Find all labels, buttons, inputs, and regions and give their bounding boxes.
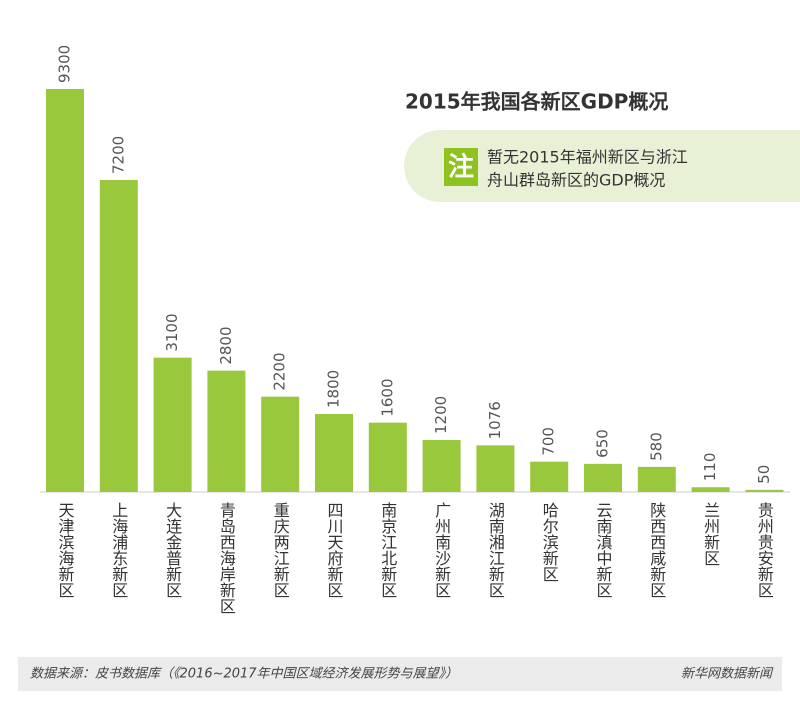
bar (46, 89, 84, 492)
note-badge: 注 (448, 152, 474, 183)
x-tick-label: 四川天府新区 (325, 502, 344, 598)
credit: 新华网数据新闻 (681, 667, 774, 682)
value-label: 650 (594, 429, 612, 458)
bar (315, 414, 353, 492)
chart-title: 2015年我国各新区GDP概况 (405, 90, 668, 114)
bar (207, 370, 246, 492)
x-tick-label: 湖南湘江新区 (486, 502, 505, 598)
footer-band (18, 657, 782, 691)
x-tick-label: 上海浦东新区 (109, 502, 128, 598)
x-tick-label: 广州南沙新区 (432, 502, 451, 598)
bar (530, 461, 569, 492)
value-label: 1200 (432, 396, 450, 434)
bar (153, 357, 192, 492)
x-tick-label: 大连金普新区 (163, 502, 182, 598)
note-box (404, 130, 800, 202)
note-badge-box (444, 148, 478, 186)
bar (584, 463, 622, 492)
note-text: 舟山群岛新区的GDP概况 (487, 171, 665, 190)
value-label: 700 (540, 427, 558, 456)
bar (745, 489, 784, 492)
x-tick-label: 云南滇中新区 (594, 502, 613, 598)
x-tick-label: 陕西西咸新区 (647, 502, 666, 598)
value-label: 110 (701, 453, 719, 482)
note-text: 暂无2015年福州新区与浙江 (487, 148, 688, 167)
bar (422, 440, 461, 492)
bar (691, 487, 730, 492)
value-label: 1076 (486, 401, 504, 439)
value-label: 1600 (378, 378, 396, 416)
x-tick-label: 贵州贵安新区 (755, 502, 774, 598)
x-tick-label: 哈尔滨新区 (540, 502, 559, 582)
source: 数据来源：皮书数据库（《2016~2017年中国区域经济发展形势与展望》） (30, 666, 458, 682)
bar (368, 422, 407, 492)
value-label: 7200 (109, 136, 127, 174)
value-label: 9300 (56, 45, 74, 83)
x-tick-label: 重庆两江新区 (271, 502, 290, 598)
value-label: 2800 (217, 326, 235, 364)
bar (261, 396, 300, 492)
bar (99, 180, 138, 492)
value-label: 50 (755, 465, 773, 484)
value-label: 1800 (325, 370, 343, 408)
x-tick-label: 青岛西海岸新区 (217, 502, 236, 614)
value-label: 2200 (271, 352, 289, 390)
value-label: 3100 (163, 313, 181, 351)
x-tick-label: 天津滨海新区 (56, 502, 75, 598)
value-label: 580 (647, 432, 665, 461)
x-tick-label: 兰州新区 (701, 502, 720, 566)
x-tick-label: 南京江北新区 (378, 502, 397, 598)
bar (637, 466, 676, 492)
bar (476, 445, 515, 492)
